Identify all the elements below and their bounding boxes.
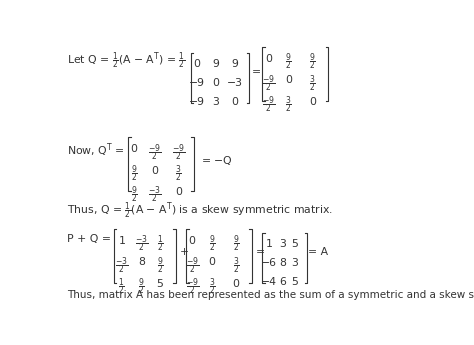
Text: 0: 0 xyxy=(231,97,238,107)
Text: $\frac{9}{2}$: $\frac{9}{2}$ xyxy=(209,234,216,255)
Text: 3: 3 xyxy=(213,97,219,107)
Text: P + Q =: P + Q = xyxy=(66,234,110,244)
Text: 5: 5 xyxy=(292,277,299,287)
Text: $\frac{3}{2}$: $\frac{3}{2}$ xyxy=(209,276,216,298)
Text: $0$: $0$ xyxy=(232,276,240,288)
Text: $\frac{-9}{2}$: $\frac{-9}{2}$ xyxy=(148,142,161,164)
Text: $1$: $1$ xyxy=(118,234,126,246)
Text: $\frac{3}{2}$: $\frac{3}{2}$ xyxy=(233,255,240,277)
Text: $0$: $0$ xyxy=(151,164,159,176)
Text: = A: = A xyxy=(308,247,328,257)
Text: $\frac{-3}{2}$: $\frac{-3}{2}$ xyxy=(135,234,148,255)
Text: $\frac{3}{2}$: $\frac{3}{2}$ xyxy=(175,164,182,185)
Text: $\frac{-9}{2}$: $\frac{-9}{2}$ xyxy=(172,142,185,164)
Text: −3: −3 xyxy=(227,78,243,88)
Text: $\frac{9}{2}$: $\frac{9}{2}$ xyxy=(131,185,138,206)
Text: $\frac{9}{2}$: $\frac{9}{2}$ xyxy=(310,52,316,73)
Text: $0$: $0$ xyxy=(174,185,183,197)
Text: $\frac{-9}{2}$: $\frac{-9}{2}$ xyxy=(262,73,275,95)
Text: −6: −6 xyxy=(261,258,277,268)
Text: $\frac{9}{2}$: $\frac{9}{2}$ xyxy=(157,255,164,277)
Text: 6: 6 xyxy=(279,277,286,287)
Text: =: = xyxy=(256,247,265,257)
Text: 0: 0 xyxy=(193,59,201,69)
Text: −9: −9 xyxy=(189,78,205,88)
Text: 3: 3 xyxy=(279,238,286,248)
Text: $0$: $0$ xyxy=(285,73,293,85)
Text: $0$: $0$ xyxy=(208,255,217,267)
Text: $0$: $0$ xyxy=(264,52,273,64)
Text: $\frac{9}{2}$: $\frac{9}{2}$ xyxy=(131,164,138,185)
Text: $\frac{1}{2}$: $\frac{1}{2}$ xyxy=(157,234,164,255)
Text: $0$: $0$ xyxy=(188,234,196,246)
Text: $5$: $5$ xyxy=(156,276,164,288)
Text: $0$: $0$ xyxy=(309,95,317,107)
Text: Thus, Q = $\frac{1}{2}$(A $-$ A$^\mathrm{T}$) is a skew symmetric matrix.: Thus, Q = $\frac{1}{2}$(A $-$ A$^\mathrm… xyxy=(66,201,332,222)
Text: 1: 1 xyxy=(266,238,273,248)
Text: 3: 3 xyxy=(292,258,299,268)
Text: 8: 8 xyxy=(279,258,286,268)
Text: −9: −9 xyxy=(189,97,205,107)
Text: 0: 0 xyxy=(213,78,219,88)
Text: $\frac{3}{2}$: $\frac{3}{2}$ xyxy=(310,73,316,95)
Text: $\frac{-3}{2}$: $\frac{-3}{2}$ xyxy=(148,185,161,206)
Text: $0$: $0$ xyxy=(130,142,139,154)
Text: $\frac{-9}{2}$: $\frac{-9}{2}$ xyxy=(262,95,275,116)
Text: 5: 5 xyxy=(292,238,299,248)
Text: +: + xyxy=(180,247,189,257)
Text: $\frac{3}{2}$: $\frac{3}{2}$ xyxy=(285,95,292,116)
Text: $\frac{-9}{2}$: $\frac{-9}{2}$ xyxy=(186,255,199,277)
Text: $\frac{9}{2}$: $\frac{9}{2}$ xyxy=(233,234,240,255)
Text: $\frac{-3}{2}$: $\frac{-3}{2}$ xyxy=(115,255,128,277)
Text: Thus, matrix A has been represented as the sum of a symmetric and a skew symmetr: Thus, matrix A has been represented as t… xyxy=(66,290,474,300)
Text: −4: −4 xyxy=(261,277,277,287)
Text: $\frac{9}{2}$: $\frac{9}{2}$ xyxy=(285,52,292,73)
Text: Now, Q$^\mathrm{T}$ =: Now, Q$^\mathrm{T}$ = xyxy=(66,141,124,159)
Text: =: = xyxy=(252,67,261,77)
Text: $8$: $8$ xyxy=(138,255,146,267)
Text: $\frac{9}{2}$: $\frac{9}{2}$ xyxy=(138,276,146,298)
Text: $\frac{1}{2}$: $\frac{1}{2}$ xyxy=(118,276,125,298)
Text: 9: 9 xyxy=(231,59,238,69)
Text: 9: 9 xyxy=(213,59,219,69)
Text: Let Q = $\frac{1}{2}$(A $-$ A$^\mathrm{T}$) = $\frac{1}{2}$: Let Q = $\frac{1}{2}$(A $-$ A$^\mathrm{T… xyxy=(66,51,185,72)
Text: = $-$Q: = $-$Q xyxy=(201,154,232,167)
Text: $\frac{-9}{2}$: $\frac{-9}{2}$ xyxy=(186,276,199,298)
